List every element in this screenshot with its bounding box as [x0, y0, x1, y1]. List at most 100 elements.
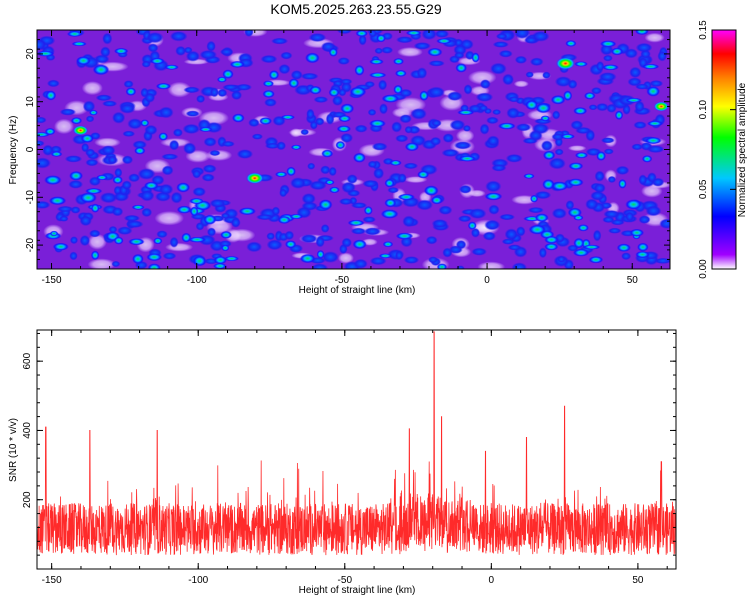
heatmap-cell: [328, 166, 337, 177]
heatmap-cells: [37, 30, 670, 269]
snr-x-tick-label: 50: [632, 575, 644, 586]
heatmap-low-patch: [94, 137, 121, 148]
heatmap-cell: [153, 237, 163, 245]
heatmap-cell: [244, 30, 254, 37]
heatmap-cell: [37, 157, 51, 169]
heatmap-cell: [271, 206, 281, 216]
heatmap-cell: [554, 76, 572, 87]
heatmap-cell: [203, 137, 217, 147]
heatmap-cell: [111, 260, 121, 268]
heatmap-cell: [404, 142, 420, 152]
heatmap-cell: [82, 100, 96, 113]
heatmap-cell: [428, 256, 438, 264]
heatmap-cell: [259, 117, 273, 125]
heatmap-cell: [321, 149, 334, 158]
heatmap-cell: [438, 205, 453, 215]
heatmap-cell: [490, 62, 507, 75]
heatmap-cell: [471, 52, 480, 63]
heatmap-cell: [395, 134, 409, 143]
heatmap-cell: [436, 263, 448, 269]
heatmap-low-patch: [227, 228, 256, 242]
heatmap-cell: [610, 47, 624, 56]
heatmap-cell: [169, 31, 188, 42]
heatmap-cell: [395, 232, 414, 240]
heatmap-cell: [332, 95, 344, 106]
heatmap-cell: [113, 236, 124, 245]
heatmap-cell: [37, 140, 45, 147]
heatmap-cell: [209, 149, 221, 157]
heatmap-cell: [378, 79, 388, 91]
heatmap-cell: [530, 194, 539, 203]
heatmap-low-patch: [289, 128, 302, 138]
heatmap-cell: [574, 152, 589, 159]
heatmap-cell: [217, 88, 228, 98]
heatmap-low-patch: [165, 242, 194, 252]
heatmap-cell: [593, 183, 606, 194]
heatmap-cell: [308, 32, 327, 43]
heatmap-cell: [314, 117, 325, 126]
heatmap-cell: [485, 180, 502, 193]
heatmap-cell: [256, 214, 274, 221]
heatmap-cell: [209, 87, 220, 98]
heatmap-cell: [478, 104, 489, 112]
heatmap-x-tick-label: -150: [42, 275, 62, 286]
heatmap-cell: [121, 180, 132, 190]
heatmap-cell: [341, 181, 356, 194]
heatmap-cell: [395, 36, 414, 44]
heatmap-cell: [488, 204, 500, 215]
heatmap-cell: [391, 121, 403, 133]
heatmap-cell: [76, 56, 91, 66]
heatmap-cell: [641, 63, 660, 70]
heatmap-cell: [325, 113, 335, 125]
heatmap-cell: [127, 118, 143, 130]
heatmap-cell: [89, 229, 101, 238]
heatmap-cell: [573, 237, 585, 249]
heatmap-cell: [265, 142, 281, 149]
heatmap-peak: [653, 101, 669, 112]
heatmap-cell: [575, 126, 592, 135]
heatmap-cell: [568, 162, 584, 170]
heatmap-cell: [482, 231, 496, 241]
heatmap-cell: [306, 108, 315, 120]
heatmap-cell: [495, 33, 508, 40]
heatmap-cell: [229, 60, 245, 68]
heatmap-cell: [525, 99, 539, 111]
heatmap-cell: [524, 36, 538, 44]
heatmap-cell: [448, 245, 463, 254]
snr-panel: -150 -100 -50 0 50 200 400 600 Height of strai…: [8, 329, 677, 596]
heatmap-cell: [262, 89, 275, 98]
heatmap-cell: [162, 252, 177, 260]
heatmap-cell: [565, 200, 575, 211]
heatmap-cell: [147, 43, 159, 53]
chart-title: KOM5.2025.263.23.55.G29: [270, 1, 442, 17]
heatmap-cell: [573, 106, 588, 115]
heatmap-cell: [507, 244, 522, 251]
heatmap-cell: [602, 216, 615, 224]
heatmap-cell: [219, 48, 234, 56]
heatmap-cell: [525, 71, 534, 78]
heatmap-cell: [394, 69, 407, 77]
heatmap-cell: [548, 157, 566, 170]
heatmap-cell: [122, 130, 136, 137]
heatmap-cell: [423, 185, 439, 196]
heatmap-cell: [625, 199, 642, 210]
heatmap-low-patch: [513, 80, 529, 88]
heatmap-cell: [633, 121, 647, 129]
heatmap-cell: [470, 227, 481, 238]
heatmap-cell: [544, 235, 559, 244]
heatmap-low-patch: [54, 118, 74, 135]
heatmap-cell: [527, 206, 544, 214]
heatmap-low-patch: [397, 47, 423, 58]
heatmap-cell: [657, 50, 668, 62]
heatmap-cell: [185, 50, 200, 62]
heatmap-cell: [592, 229, 602, 242]
heatmap-cell: [346, 174, 358, 184]
heatmap-cell: [289, 213, 304, 220]
heatmap-cell: [463, 84, 473, 95]
colorbar-scale: [711, 29, 737, 270]
heatmap-cell: [467, 221, 477, 230]
heatmap-cell: [417, 170, 430, 179]
heatmap-cell: [121, 155, 134, 165]
heatmap-cell: [511, 262, 528, 269]
heatmap-cell: [290, 70, 303, 80]
